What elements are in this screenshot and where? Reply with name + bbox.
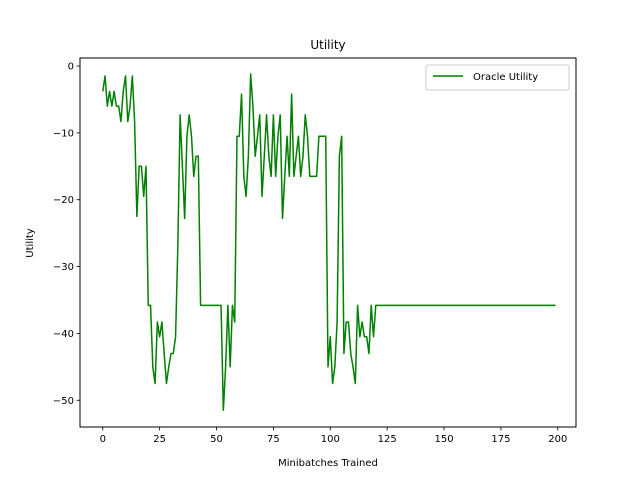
x-tick-label: 175	[491, 434, 510, 445]
x-axis-label: Minibatches Trained	[278, 458, 378, 469]
y-tick-label: −30	[53, 262, 74, 273]
x-axis: 0 25 50 75 100 125 150 175 200	[100, 427, 567, 445]
y-tick-label: −50	[53, 396, 74, 407]
x-tick-label: 50	[210, 434, 223, 445]
x-tick-label: 25	[153, 434, 166, 445]
x-tick-label: 125	[378, 434, 397, 445]
y-axis-label: Utility	[25, 228, 36, 257]
legend-box	[425, 64, 570, 91]
x-tick-label: 100	[321, 434, 340, 445]
legend-label: Oracle Utility	[473, 72, 538, 83]
y-axis: 0 −10 −20 −30 −40 −50	[53, 62, 80, 407]
x-tick-label: 150	[434, 434, 453, 445]
plot-area	[102, 73, 556, 412]
x-tick-label: 75	[267, 434, 280, 445]
y-tick-label: −10	[53, 128, 74, 139]
x-tick-label: 200	[548, 434, 567, 445]
legend: Oracle Utility	[425, 64, 570, 91]
x-tick-label: 0	[100, 434, 106, 445]
y-tick-label: −20	[53, 195, 74, 206]
plot-frame	[79, 57, 577, 428]
series-line-0	[102, 73, 556, 412]
y-tick-label: 0	[68, 62, 74, 73]
y-tick-label: −40	[53, 329, 74, 340]
chart-title: Utility	[310, 38, 345, 52]
